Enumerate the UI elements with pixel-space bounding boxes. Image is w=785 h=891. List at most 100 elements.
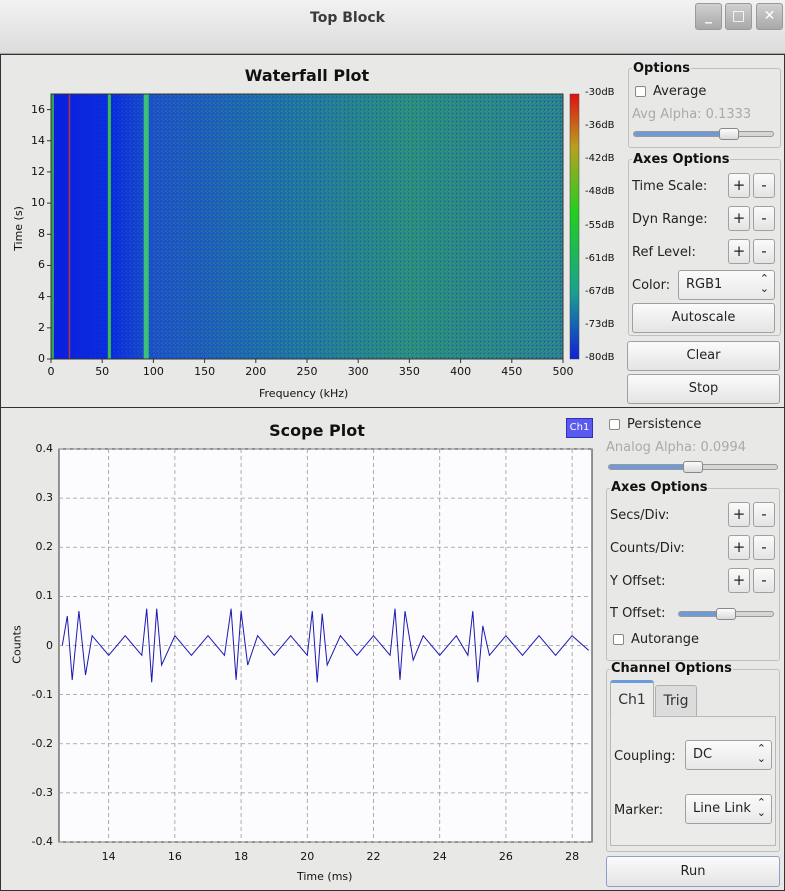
maximize-icon: □: [731, 8, 746, 24]
persistence-checkbox[interactable]: [609, 419, 620, 430]
waterfall-ytick: 10: [31, 196, 45, 210]
close-button[interactable]: ✕: [756, 3, 783, 30]
colorbar-tick: -73dB: [585, 318, 615, 330]
scope-ytick: -0.4: [31, 835, 53, 848]
time-scale-label: Time Scale:: [632, 179, 708, 194]
colorbar-tick: -61dB: [585, 252, 615, 264]
counts-div-minus-button[interactable]: -: [753, 535, 775, 560]
dyn-range-plus-button[interactable]: +: [728, 206, 750, 231]
scope-xtick: 24: [432, 850, 447, 863]
run-button[interactable]: Run: [606, 856, 780, 887]
analog-alpha-slider[interactable]: [608, 461, 778, 473]
scope-ytick: 0: [46, 638, 53, 652]
chevron-updown-icon: ⌃ ⌄: [756, 796, 766, 819]
scope-plot[interactable]: [1, 408, 601, 890]
ref-level-minus-button[interactable]: -: [753, 239, 775, 264]
dyn-range-minus-button[interactable]: -: [753, 206, 775, 231]
channel-options-title: Channel Options: [610, 661, 733, 676]
scope-ylabel: Counts: [10, 625, 24, 664]
y-offset-minus-button[interactable]: -: [753, 568, 775, 593]
coupling-select[interactable]: DC ⌃ ⌄: [685, 740, 772, 770]
scope-xtick: 18: [234, 850, 249, 863]
marker-select[interactable]: Line Link ⌃ ⌄: [685, 794, 772, 824]
waterfall-xtick: 300: [347, 365, 369, 378]
t-offset-slider[interactable]: [678, 608, 774, 620]
waterfall-ylabel: Time (s): [11, 206, 25, 251]
scope-ytick: -0.2: [31, 736, 53, 750]
coupling-label: Coupling:: [614, 749, 676, 764]
average-label: Average: [653, 84, 707, 99]
minimize-icon: _: [705, 8, 712, 24]
chevron-updown-icon: ⌃ ⌄: [756, 742, 766, 765]
secs-div-plus-button[interactable]: +: [728, 502, 750, 527]
maximize-button[interactable]: □: [725, 3, 752, 30]
waterfall-xtick: 500: [552, 365, 574, 378]
counts-div-label: Counts/Div:: [610, 541, 685, 556]
scope-panel: Scope Plot Ch1 14 16 18 20 22 24 26 28 0.4 0.3 0.…: [0, 407, 785, 891]
persistence-label: Persistence: [627, 417, 702, 432]
waterfall-noise: [51, 94, 563, 359]
waterfall-ytick: 14: [31, 133, 45, 147]
colorbar-tick: -80dB: [585, 352, 615, 363]
options-title: Options: [632, 61, 691, 76]
time-scale-minus-button[interactable]: -: [753, 173, 775, 198]
avg-alpha-slider-handle[interactable]: [719, 128, 739, 140]
colorbar-tick: -55dB: [585, 219, 615, 231]
stop-button[interactable]: Stop: [627, 374, 780, 404]
scope-legend-ch1: Ch1: [566, 418, 593, 438]
scope-xtick: 28: [565, 850, 580, 863]
color-label: Color:: [632, 278, 671, 293]
dyn-range-label: Dyn Range:: [632, 212, 708, 227]
scope-xtick: 26: [498, 850, 513, 863]
y-offset-plus-button[interactable]: +: [728, 568, 750, 593]
autorange-label: Autorange: [631, 632, 699, 647]
waterfall-ytick: 6: [38, 258, 45, 272]
axes-options-title: Axes Options: [632, 152, 731, 167]
avg-alpha-label: Avg Alpha: 0.1333: [632, 107, 752, 122]
scope-xlabel: Time (ms): [297, 870, 353, 883]
tab-trig[interactable]: Trig: [655, 685, 697, 716]
waterfall-xtick: 0: [47, 365, 55, 378]
average-checkbox[interactable]: [635, 86, 646, 97]
chevron-updown-icon: ⌃ ⌄: [759, 272, 769, 295]
scope-xtick: 22: [366, 850, 381, 863]
waterfall-xtick: 150: [194, 365, 216, 378]
marker-label: Marker:: [614, 803, 664, 818]
secs-div-minus-button[interactable]: -: [753, 502, 775, 527]
t-offset-slider-handle[interactable]: [716, 608, 736, 620]
window-title: Top Block: [310, 10, 385, 26]
t-offset-label: T Offset:: [610, 606, 666, 621]
waterfall-xtick: 200: [245, 365, 267, 378]
waterfall-plot[interactable]: [1, 55, 621, 407]
color-select[interactable]: RGB1 ⌃ ⌄: [678, 270, 775, 300]
window-titlebar: Top Block _ □ ✕: [0, 0, 785, 54]
counts-div-plus-button[interactable]: +: [728, 535, 750, 560]
waterfall-ytick: 12: [31, 164, 45, 178]
waterfall-colorbar: [569, 93, 580, 360]
minimize-button[interactable]: _: [695, 3, 722, 30]
scope-axes-options-title: Axes Options: [610, 480, 709, 495]
secs-div-label: Secs/Div:: [610, 508, 670, 523]
autoscale-button[interactable]: Autoscale: [632, 303, 775, 333]
waterfall-ytick: 4: [38, 289, 45, 303]
ref-level-plus-button[interactable]: +: [728, 239, 750, 264]
autorange-checkbox[interactable]: [613, 634, 624, 645]
waterfall-title: Waterfall Plot: [244, 66, 370, 85]
y-offset-label: Y Offset:: [610, 574, 666, 589]
waterfall-panel: Waterfall Plot: [0, 54, 785, 408]
clear-button[interactable]: Clear: [627, 341, 780, 371]
color-select-value: RGB1: [686, 277, 723, 292]
avg-alpha-slider[interactable]: [633, 128, 774, 140]
analog-alpha-slider-handle[interactable]: [683, 461, 703, 473]
waterfall-dc-band: [51, 94, 54, 359]
close-icon: ✕: [763, 8, 776, 24]
scope-xtick: 20: [300, 850, 315, 863]
waterfall-xlabel: Frequency (kHz): [259, 387, 349, 400]
time-scale-plus-button[interactable]: +: [728, 173, 750, 198]
tab-ch1[interactable]: Ch1: [610, 680, 654, 717]
channel-tab-body: [610, 716, 776, 846]
waterfall-ytick: 8: [38, 227, 45, 241]
waterfall-xtick: 350: [398, 365, 420, 378]
colorbar-tick: -30dB: [585, 87, 615, 98]
waterfall-xtick: 450: [501, 365, 523, 378]
